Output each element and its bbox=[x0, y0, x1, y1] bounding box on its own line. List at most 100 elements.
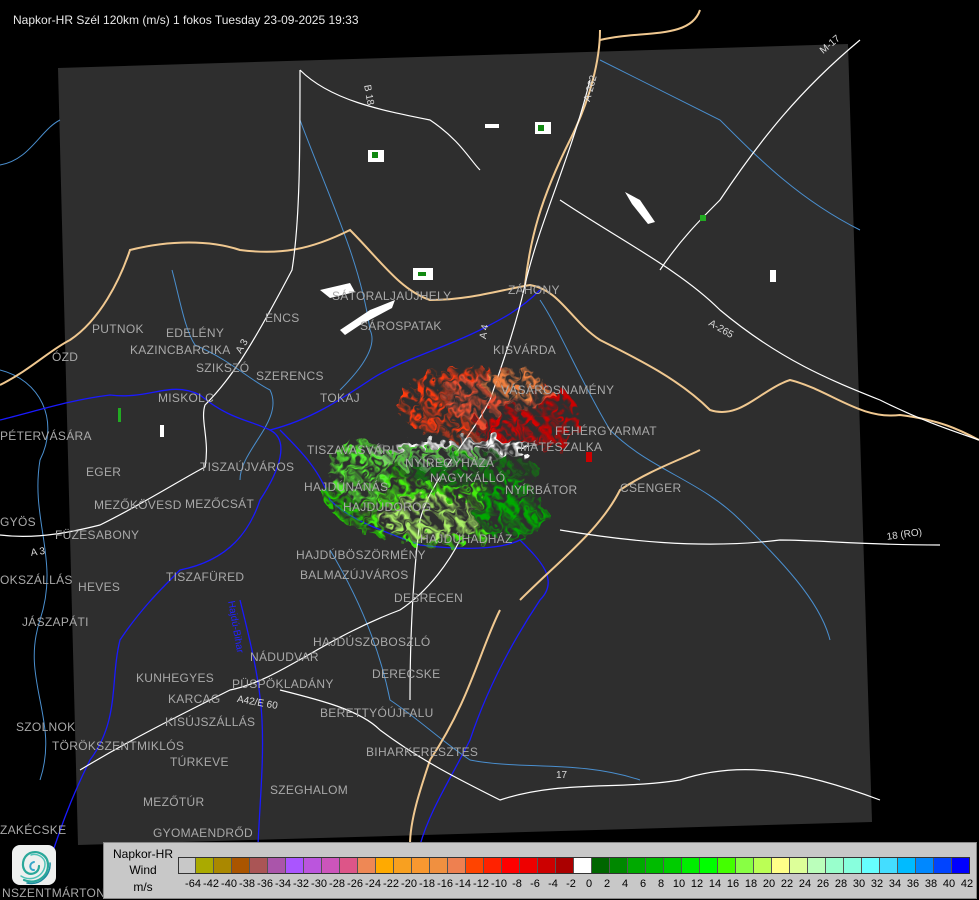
legend-tick-label: -6 bbox=[530, 878, 540, 890]
city-label: TISZAVASVÁRI bbox=[307, 443, 395, 457]
city-label: MISKOLC bbox=[158, 391, 215, 405]
city-label: NSZENTMÁRTON bbox=[2, 886, 106, 900]
legend-tick-label: 42 bbox=[960, 878, 974, 890]
city-label: SZIKSZÓ bbox=[196, 361, 250, 375]
roads bbox=[0, 39, 979, 801]
legend-swatch bbox=[574, 857, 592, 874]
city-label: FÜZESABONY bbox=[55, 528, 140, 542]
city-label: ZAKÉCSKE bbox=[0, 823, 67, 837]
city-label: DERECSKE bbox=[372, 667, 441, 681]
legend-tick-label: 32 bbox=[870, 878, 884, 890]
county-lines bbox=[0, 59, 861, 781]
legend-swatch bbox=[538, 857, 556, 874]
legend-tick-label: -26 bbox=[347, 878, 363, 890]
country-border bbox=[0, 9, 979, 846]
legend-tick-label: -14 bbox=[455, 878, 471, 890]
legend-tick-label: 30 bbox=[852, 878, 866, 890]
city-label: BERETTYÓÚJFALU bbox=[320, 706, 434, 720]
city-label: KISVÁRDA bbox=[493, 343, 557, 357]
city-label: ÓZD bbox=[52, 350, 79, 364]
legend-tick-label: 0 bbox=[585, 878, 593, 890]
city-label: HAJDÚSZOBOSZLÓ bbox=[313, 635, 431, 649]
legend-tick-label: -22 bbox=[383, 878, 399, 890]
city-label: FEHÉRGYARMAT bbox=[555, 424, 657, 438]
legend-swatch bbox=[718, 857, 736, 874]
legend-tick-label: -42 bbox=[203, 878, 219, 890]
legend-swatch bbox=[196, 857, 214, 874]
legend-swatch bbox=[808, 857, 826, 874]
city-label: KARCAG bbox=[168, 692, 221, 706]
color-scale-frame bbox=[178, 857, 970, 874]
legend-tick-label: -36 bbox=[257, 878, 273, 890]
legend-swatch bbox=[646, 857, 664, 874]
city-label: KUNHEGYES bbox=[136, 671, 215, 685]
city-label: NYÍRBÁTOR bbox=[505, 483, 578, 497]
legend-tick-label: 34 bbox=[888, 878, 902, 890]
city-label: BALMAZÚJVÁROS bbox=[300, 568, 409, 582]
road-label: 17 bbox=[556, 770, 568, 781]
legend-swatch bbox=[466, 857, 484, 874]
city-label: HAJDÚDOROG bbox=[343, 500, 432, 514]
legend-swatch bbox=[826, 857, 844, 874]
road-label: A 3 bbox=[30, 545, 46, 559]
legend-tick-label: -40 bbox=[221, 878, 237, 890]
legend-tick-label: -4 bbox=[548, 878, 558, 890]
legend-swatch bbox=[898, 857, 916, 874]
legend-tick-label: 40 bbox=[942, 878, 956, 890]
legend-swatch bbox=[286, 857, 304, 874]
city-label: PUTNOK bbox=[92, 322, 144, 336]
city-label: PÜSPÖKLADÁNY bbox=[232, 677, 334, 691]
city-label: PÉTERVÁSÁRA bbox=[0, 429, 92, 443]
city-label: ENCS bbox=[265, 311, 300, 325]
legend-swatch bbox=[484, 857, 502, 874]
legend-tick-label: 14 bbox=[708, 878, 722, 890]
legend-swatch bbox=[610, 857, 628, 874]
legend-swatch bbox=[430, 857, 448, 874]
legend-swatch bbox=[934, 857, 952, 874]
city-label: MEZŐKÖVESD bbox=[94, 498, 182, 512]
legend-swatch bbox=[394, 857, 412, 874]
legend-swatch bbox=[268, 857, 286, 874]
legend-tick-label: 16 bbox=[726, 878, 740, 890]
legend-swatch bbox=[628, 857, 646, 874]
legend-tick-label: -18 bbox=[419, 878, 435, 890]
legend-tick-label: -20 bbox=[401, 878, 417, 890]
legend-tick-label: -34 bbox=[275, 878, 291, 890]
road-label: A 4 bbox=[478, 323, 492, 340]
legend-unit: m/s bbox=[133, 880, 153, 894]
city-label: SZEGHALOM bbox=[270, 783, 349, 797]
city-label: MEZŐCSÁT bbox=[185, 497, 255, 511]
city-label: HAJDÚNÁNÁS bbox=[304, 480, 389, 494]
city-label: SZOLNOK bbox=[16, 720, 76, 734]
city-label: VÁSÁROSNAMÉNY bbox=[501, 383, 615, 397]
city-label: SÁTORALJAÚJHELY bbox=[332, 289, 452, 303]
legend-swatch bbox=[844, 857, 862, 874]
legend-variable: Wind bbox=[129, 863, 157, 877]
map-title: Napkor-HR Szél 120km (m/s) 1 fokos Tuesd… bbox=[13, 13, 359, 27]
legend-swatch bbox=[520, 857, 538, 874]
legend-swatch bbox=[340, 857, 358, 874]
spiral-logo-icon bbox=[20, 851, 51, 885]
legend-tick-label: 38 bbox=[924, 878, 938, 890]
legend-tick-label: 22 bbox=[780, 878, 794, 890]
legend-swatch bbox=[682, 857, 700, 874]
legend-swatch bbox=[556, 857, 574, 874]
city-label: KISÚJSZÁLLÁS bbox=[165, 715, 256, 729]
legend-swatch bbox=[880, 857, 898, 874]
city-label: OKSZÁLLÁS bbox=[0, 573, 73, 587]
napkor-logo bbox=[12, 845, 56, 885]
legend-tick-label: 36 bbox=[906, 878, 920, 890]
legend-swatch bbox=[358, 857, 376, 874]
legend-tick-label: 26 bbox=[816, 878, 830, 890]
city-label: KAZINCBARCIKA bbox=[130, 343, 231, 357]
city-label: TOKAJ bbox=[320, 391, 360, 405]
legend-swatch bbox=[232, 857, 250, 874]
city-label: SZERENCS bbox=[256, 369, 324, 383]
legend-swatch bbox=[250, 857, 268, 874]
wind-legend: Napkor-HR Wind m/s -64 -42 -40 -38 -36 -34 -32… bbox=[103, 842, 977, 899]
city-label: HAJDÚHADHÁZ bbox=[420, 532, 513, 546]
legend-tick-label: -8 bbox=[512, 878, 522, 890]
legend-swatch bbox=[502, 857, 520, 874]
city-label: EGER bbox=[86, 465, 122, 479]
